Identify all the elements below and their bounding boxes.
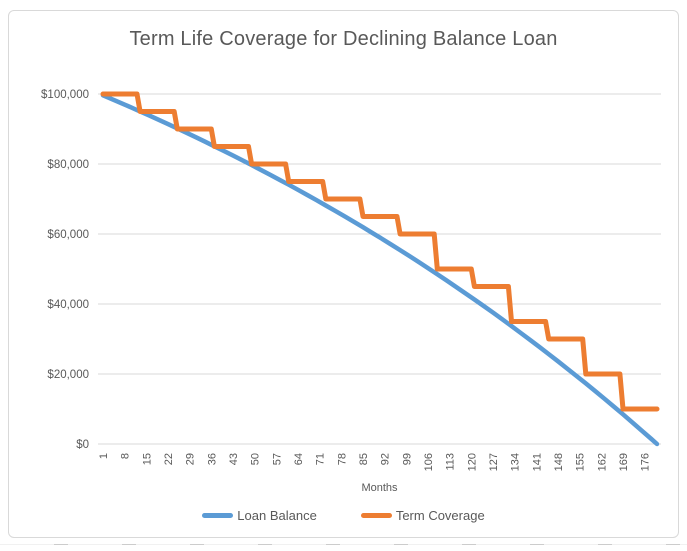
y-tick-label: $0: [76, 439, 89, 451]
x-tick-label: 1: [98, 453, 110, 459]
x-tick-label: 141: [531, 453, 543, 471]
y-tick-label: $60,000: [47, 229, 89, 241]
x-tick-label: 8: [120, 453, 132, 459]
x-tick-label: 92: [380, 453, 392, 465]
x-tick-label: 29: [185, 453, 197, 465]
x-tick-label: 22: [163, 453, 175, 465]
legend-item-term-coverage: Term Coverage: [360, 507, 485, 523]
x-tick-label: 155: [575, 453, 587, 471]
chart-title: Term Life Coverage for Declining Balance…: [129, 28, 558, 50]
x-tick-label: 85: [358, 453, 370, 465]
legend: Loan Balance Term Coverage: [9, 505, 678, 525]
x-tick-label: 57: [271, 453, 283, 465]
x-tick-label: 162: [596, 453, 608, 471]
y-tick-label: $80,000: [47, 159, 89, 171]
x-tick-label: 36: [206, 453, 218, 465]
series-line-loan-balance: [100, 93, 660, 447]
x-tick-label: 15: [141, 453, 153, 465]
legend-label-term-coverage: Term Coverage: [395, 507, 485, 523]
y-tick-label: $100,000: [41, 89, 89, 101]
x-tick-label: 134: [510, 453, 522, 471]
x-tick-label: 50: [250, 453, 262, 465]
legend-marker-term-coverage: [360, 512, 392, 518]
x-tick-label: 99: [401, 453, 413, 465]
x-tick-label: 120: [466, 453, 478, 471]
x-tick-label: 78: [336, 453, 348, 465]
x-tick-label: 71: [315, 453, 327, 465]
legend-marker-loan-balance: [202, 512, 234, 518]
x-tick-label: 169: [618, 453, 630, 471]
x-tick-label: 43: [228, 453, 240, 465]
chart-frame: Term Life Coverage for Declining Balance…: [8, 10, 679, 538]
legend-item-loan-balance: Loan Balance: [202, 508, 317, 523]
x-tick-label: 148: [553, 453, 565, 471]
x-tick-label: 113: [445, 453, 457, 471]
x-tick-label: 176: [640, 453, 652, 471]
y-tick-label: $40,000: [47, 299, 89, 311]
legend-label-loan-balance: Loan Balance: [237, 507, 317, 523]
y-tick-label: $20,000: [47, 369, 89, 381]
x-tick-label: 64: [293, 453, 305, 465]
x-axis-title: Months: [361, 482, 398, 494]
x-tick-label: 106: [423, 453, 435, 471]
series-line-term-coverage: [100, 91, 660, 412]
plot-area: $0 $20,000 $40,000 $60,000 $80,000 $100,000 1 8…: [41, 89, 661, 471]
worksheet-gridline-strip: [0, 544, 687, 545]
x-tick-label: 127: [488, 453, 500, 471]
